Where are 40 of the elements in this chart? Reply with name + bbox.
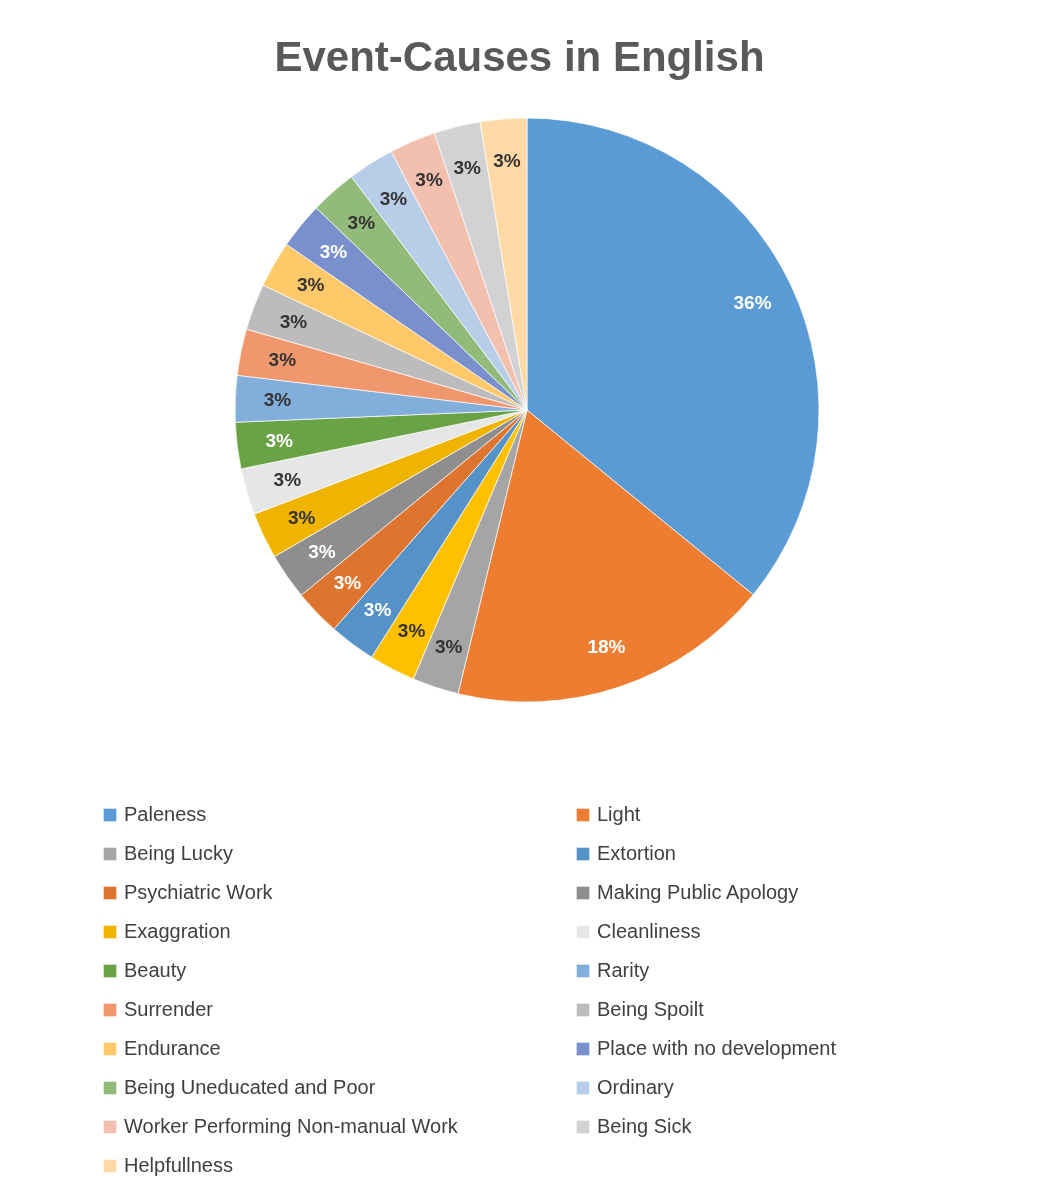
legend-label: Endurance [124,1037,221,1059]
data-label: 3% [273,468,302,490]
data-label: 3% [263,389,292,411]
legend-label: Ordinary [597,1076,674,1098]
chart-title: Event-Causes in English [274,33,765,80]
data-label: 3% [434,636,463,658]
legend-label: Exaggration [124,920,231,942]
data-label: 3% [397,620,426,642]
legend-label: Extortion [597,842,676,864]
legend-label: Paleness [124,803,207,825]
legend-label: Worker Performing Non-manual Work [124,1115,459,1137]
legend-label: Cleanliness [597,920,701,942]
legend-label: Beauty [124,959,187,981]
data-label: 3% [453,156,482,178]
data-label: 3% [493,150,521,172]
data-label: 3% [279,310,308,332]
data-label: 3% [363,598,392,620]
data-label: 3% [296,274,325,296]
data-label: 3% [308,541,336,563]
data-label: 3% [319,241,348,263]
legend-label: Making Public Apology [597,881,799,903]
data-label: 3% [415,169,443,191]
data-label: 3% [333,572,362,594]
data-label: 36% [733,291,772,313]
data-label: 3% [347,212,376,234]
legend-label: Helpfullness [124,1154,233,1176]
data-label: 3% [268,349,297,371]
legend-label: Place with no development [597,1037,837,1059]
data-label: 3% [379,188,408,210]
legend-label: Being Spoilt [597,998,705,1020]
legend-label: Being Uneducated and Poor [124,1076,376,1098]
legend-label: Psychiatric Work [124,881,274,903]
legend-label: Rarity [597,959,650,981]
data-label: 18% [587,635,626,657]
data-label: 3% [287,506,316,528]
legend-label: Being Lucky [124,842,233,864]
data-label: 3% [265,429,294,451]
legend-label: Being Sick [597,1115,693,1137]
legend-label: Surrender [124,998,214,1020]
legend-label: Light [597,803,641,825]
